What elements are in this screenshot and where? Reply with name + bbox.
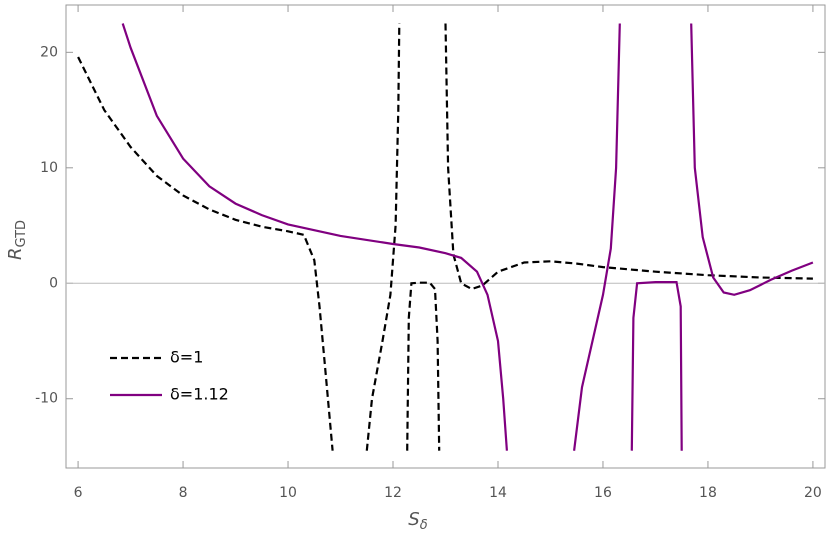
x-label-sub: δ <box>420 518 428 533</box>
y-tick-label: 0 <box>49 275 58 291</box>
plot-area <box>77 23 814 451</box>
legend-label: δ=1 <box>170 348 203 367</box>
legend-label: δ=1.12 <box>170 385 229 404</box>
x-axis-label: Sδ <box>408 509 427 532</box>
y-label-sub: GTD <box>14 220 29 248</box>
y-label-main: R <box>5 248 26 261</box>
x-tick-label: 10 <box>279 485 297 501</box>
series-line <box>121 23 814 451</box>
y-axis-label: RGTD <box>5 220 29 260</box>
x-tick-label: 16 <box>594 485 612 501</box>
x-tick-label: 18 <box>699 485 717 501</box>
x-tick-label: 20 <box>804 485 822 501</box>
x-tick-label: 12 <box>384 485 402 501</box>
x-tick-label: 6 <box>74 485 83 501</box>
x-label-main: S <box>408 509 419 530</box>
x-tick-label: 8 <box>179 485 188 501</box>
y-tick-label: -10 <box>35 391 58 407</box>
x-tick-label: 14 <box>489 485 507 501</box>
y-tick-label: 10 <box>40 160 58 176</box>
y-tick-label: 20 <box>40 44 58 60</box>
frame <box>65 4 826 469</box>
series-line <box>77 23 813 451</box>
